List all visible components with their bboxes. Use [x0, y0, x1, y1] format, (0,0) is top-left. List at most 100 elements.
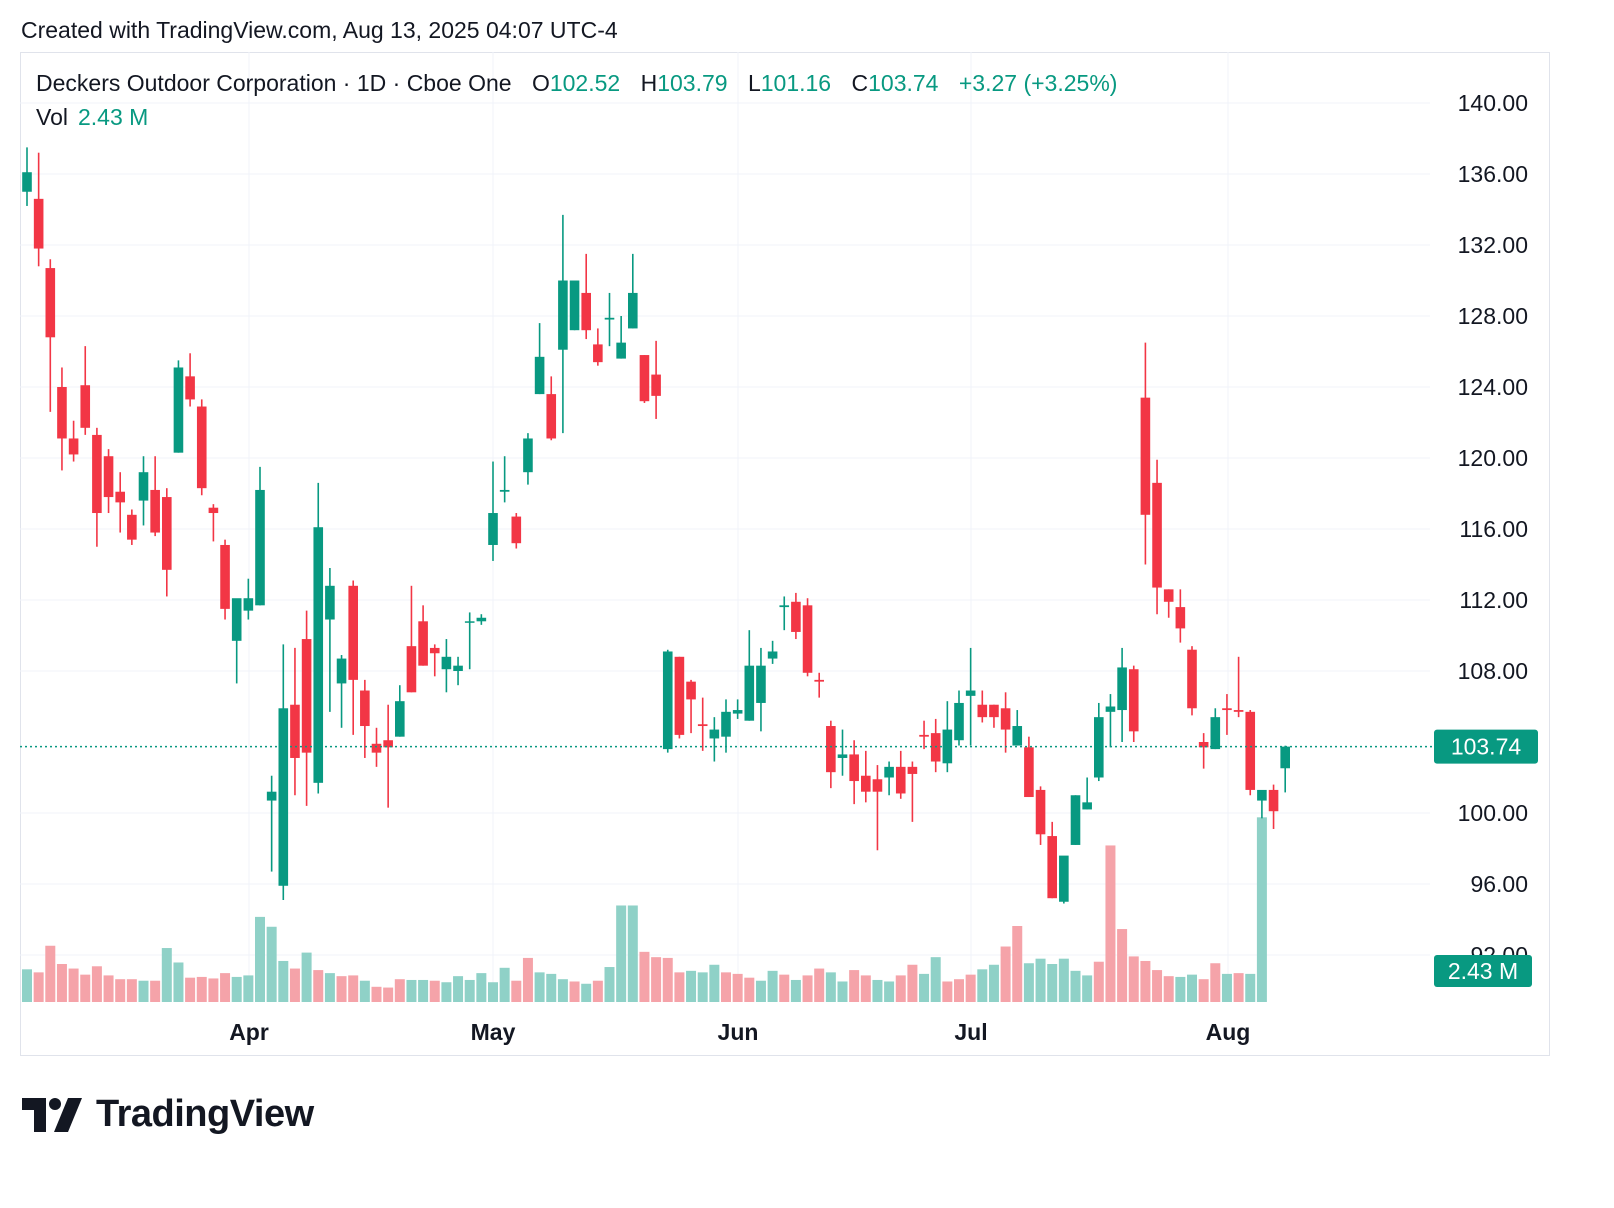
candle-body [1163, 589, 1174, 602]
candle-body [418, 621, 428, 666]
candle-body [977, 704, 988, 718]
candle-body [1012, 726, 1023, 746]
volume-bar [1140, 960, 1151, 1002]
candle-body [1175, 607, 1186, 629]
volume-bar [208, 978, 219, 1002]
candle-body [1070, 795, 1081, 845]
candle-body [709, 729, 720, 739]
volume-bar [895, 975, 906, 1002]
legend-high-value: 103.79 [657, 70, 728, 96]
candle-body [1268, 789, 1279, 812]
volume-bar [103, 975, 114, 1002]
candle-body [756, 665, 766, 703]
legend-high-label: H [640, 70, 658, 96]
volume-bar [1082, 975, 1093, 1002]
y-tick-label: 136.00 [1458, 161, 1528, 187]
candle-body [22, 172, 32, 192]
volume-bar [68, 968, 79, 1002]
volume-bar [418, 979, 429, 1002]
x-tick-label: Jul [954, 1019, 987, 1045]
candle-body [243, 598, 254, 611]
volume-bar [1012, 926, 1023, 1002]
candle-body [488, 513, 498, 545]
volume-bar [1117, 929, 1128, 1002]
candle-body [697, 724, 708, 727]
volume-bar [802, 975, 813, 1002]
candle-body [884, 766, 894, 778]
volume-bar [860, 975, 871, 1002]
x-tick-label: Aug [1206, 1019, 1251, 1045]
volume-bar [126, 979, 137, 1002]
volume-bar [767, 970, 778, 1002]
volume-bar [278, 960, 289, 1002]
candle-body [721, 711, 731, 737]
volume-bar [546, 973, 557, 1002]
candle-body [68, 438, 79, 455]
candle-body [989, 704, 999, 718]
candle-body [336, 658, 347, 684]
volume-bar [91, 966, 102, 1002]
volume-bar [988, 964, 999, 1002]
y-tick-label: 116.00 [1459, 516, 1528, 542]
candle-body [150, 489, 160, 533]
legend-close-label: C [851, 70, 869, 96]
volume-bar [301, 952, 312, 1002]
volume-bar [1047, 964, 1058, 1002]
volume-bar [814, 968, 825, 1002]
candle-body [441, 656, 452, 670]
candle-body [57, 387, 67, 439]
candle-body [837, 754, 848, 758]
volume-bar [243, 975, 254, 1002]
candle-body [523, 438, 533, 473]
volume-bar [569, 981, 580, 1002]
volume-bar [662, 957, 673, 1002]
candle-body [907, 766, 918, 774]
volume-bar [511, 980, 522, 1002]
legend-change: +3.27 (+3.25%) [958, 70, 1118, 96]
candle-body [1105, 706, 1116, 712]
volume-bar [499, 967, 510, 1002]
volume-bar [674, 972, 685, 1002]
volume-bar [1000, 946, 1011, 1002]
candle-body [80, 385, 91, 428]
candle-body [1222, 708, 1232, 711]
volume-bar [872, 979, 883, 1002]
candle-body [1059, 855, 1069, 902]
candle-body [464, 621, 475, 623]
candle-body [103, 456, 114, 498]
y-tick-label: 140.00 [1458, 90, 1528, 116]
candle-body [313, 527, 324, 783]
candle-body [45, 268, 56, 338]
candle-body [732, 710, 743, 714]
candle-body [593, 344, 603, 363]
volume-bar [371, 986, 382, 1002]
volume-bar [359, 980, 370, 1002]
tradingview-brand[interactable]: TradingView [22, 1093, 314, 1136]
volume-bar [1058, 958, 1069, 1002]
volume-bar [1105, 845, 1116, 1002]
legend-low-label: L [747, 70, 761, 96]
candle-body [476, 617, 487, 622]
volume-bar [1245, 973, 1256, 1002]
candle-body [1035, 789, 1046, 835]
volume-bar [942, 981, 953, 1002]
candle-body [406, 646, 417, 693]
candle-body [814, 679, 824, 682]
volume-bar [954, 979, 964, 1002]
last-price-label: 103.74 [1451, 734, 1522, 760]
volume-legend-label: Vol [36, 104, 68, 130]
candle-body [1047, 836, 1057, 899]
candle-body [872, 779, 883, 792]
x-tick-label: Jun [718, 1019, 759, 1045]
candle-body [185, 376, 195, 400]
y-tick-label: 112.00 [1459, 587, 1528, 613]
volume-bar [429, 980, 440, 1002]
volume-bar [825, 972, 836, 1002]
volume-bar [45, 945, 56, 1002]
volume-bar [627, 905, 638, 1002]
volume-bar [161, 948, 172, 1002]
candle-body [651, 374, 661, 396]
candle-body [1210, 717, 1221, 750]
legend-close-value: 103.74 [868, 70, 939, 96]
